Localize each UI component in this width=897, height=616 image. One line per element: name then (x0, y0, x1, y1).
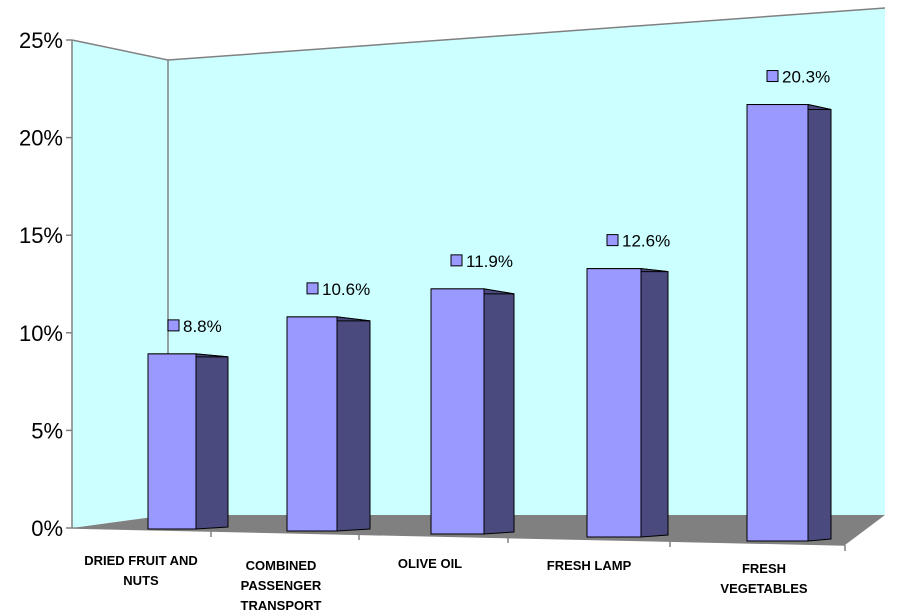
bar-side (483, 288, 515, 535)
category-label: COMBINED (246, 558, 317, 573)
category-label: DRIED FRUIT AND (84, 553, 198, 568)
legend-key (606, 234, 619, 247)
y-tick-label: 25% (19, 28, 63, 53)
category-label: TRANSPORT (241, 598, 322, 613)
category-label: OLIVE OIL (398, 556, 462, 571)
data-label: 12.6% (622, 232, 670, 251)
bar (746, 104, 809, 542)
y-tick-label: 0% (31, 516, 63, 541)
y-ticks: 0% 5% 10% 15% 20% 25% (19, 28, 72, 541)
bar-side (807, 103, 832, 542)
bar (586, 268, 642, 538)
y-tick-label: 5% (31, 418, 63, 443)
legend-key (306, 282, 319, 295)
data-label: 20.3% (782, 68, 830, 87)
legend-key (450, 254, 463, 267)
bar (430, 288, 485, 535)
y-tick-label: 10% (19, 321, 63, 346)
legend-key (167, 319, 180, 332)
category-label: FRESH (742, 561, 786, 576)
bar-side (640, 268, 669, 538)
bars (147, 103, 832, 542)
bar-side (336, 316, 371, 532)
side-wall (72, 40, 168, 528)
data-labels: 8.8% 10.6% 11.9% 12.6% 20.3% (167, 68, 830, 336)
data-label: 8.8% (183, 317, 222, 336)
data-label: 10.6% (322, 280, 370, 299)
bar (286, 316, 338, 532)
bar (147, 353, 197, 530)
category-label: NUTS (123, 573, 159, 588)
category-labels: DRIED FRUIT AND NUTS COMBINED PASSENGER TRAN… (84, 531, 846, 613)
y-tick-label: 20% (19, 126, 63, 151)
legend-key (766, 70, 779, 83)
y-tick-label: 15% (19, 223, 63, 248)
bar-side (195, 353, 229, 530)
x-axis (71, 527, 846, 546)
category-label: VEGETABLES (720, 581, 807, 596)
category-label: FRESH LAMP (547, 558, 632, 573)
data-label: 11.9% (466, 252, 513, 271)
category-label: PASSENGER (241, 578, 322, 593)
